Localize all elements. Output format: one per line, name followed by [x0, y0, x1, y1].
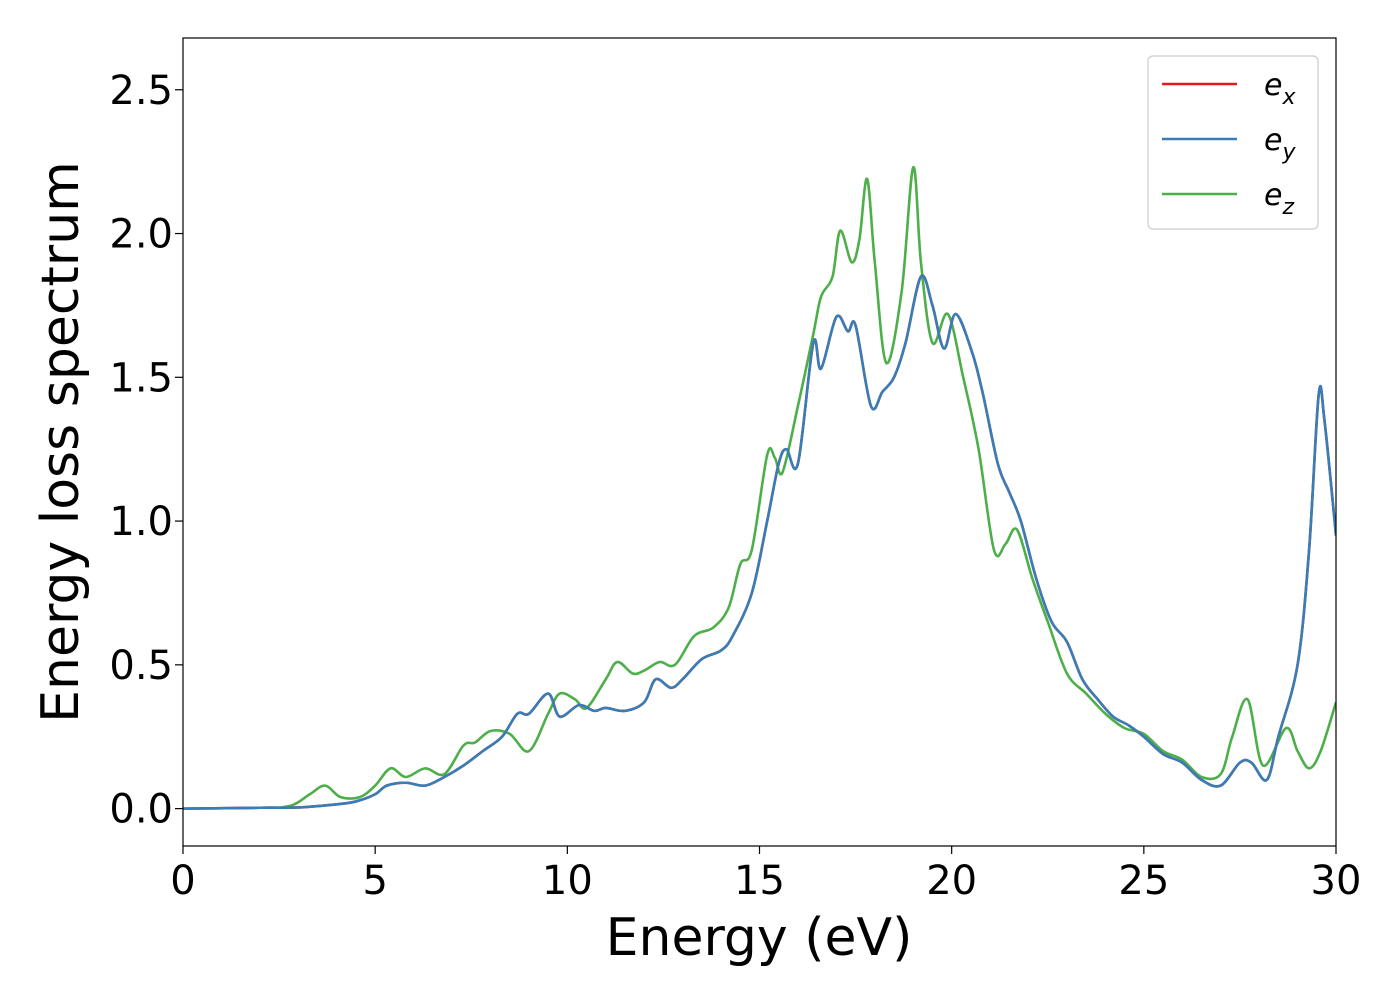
y-axis: 0.0 0.5 1.0 1.5 2.0 2.5 [109, 68, 183, 833]
x-tick-label: 0 [170, 858, 195, 904]
x-tick-label: 5 [362, 858, 387, 904]
series-line-ey [183, 274, 1336, 810]
y-tick-label: 1.5 [109, 355, 173, 401]
y-tick-label: 2.5 [109, 68, 173, 114]
y-tick-label: 0.0 [109, 787, 173, 833]
y-tick-label: 2.0 [109, 212, 173, 258]
x-tick-label: 20 [926, 858, 977, 904]
series-line-ez [183, 166, 1336, 810]
x-tick-label: 15 [734, 858, 785, 904]
x-axis-title: Energy (eV) [606, 908, 913, 968]
legend: ex ey ez [1147, 55, 1319, 230]
x-tick-label: 25 [1118, 858, 1169, 904]
legend-label-ez: ez [1264, 178, 1294, 220]
y-axis-title: Energy loss spectrum [31, 161, 91, 723]
legend-label-ey: ey [1264, 123, 1296, 165]
legend-label-ex: ex [1264, 68, 1296, 110]
legend-box [1147, 55, 1319, 230]
x-axis: 0 5 10 15 20 25 30 [170, 846, 1361, 904]
series-layer [183, 166, 1336, 810]
y-tick-label: 0.5 [109, 643, 173, 689]
x-tick-label: 30 [1311, 858, 1362, 904]
y-tick-label: 1.0 [109, 499, 173, 545]
x-tick-label: 10 [542, 858, 593, 904]
plot-background [183, 38, 1336, 846]
